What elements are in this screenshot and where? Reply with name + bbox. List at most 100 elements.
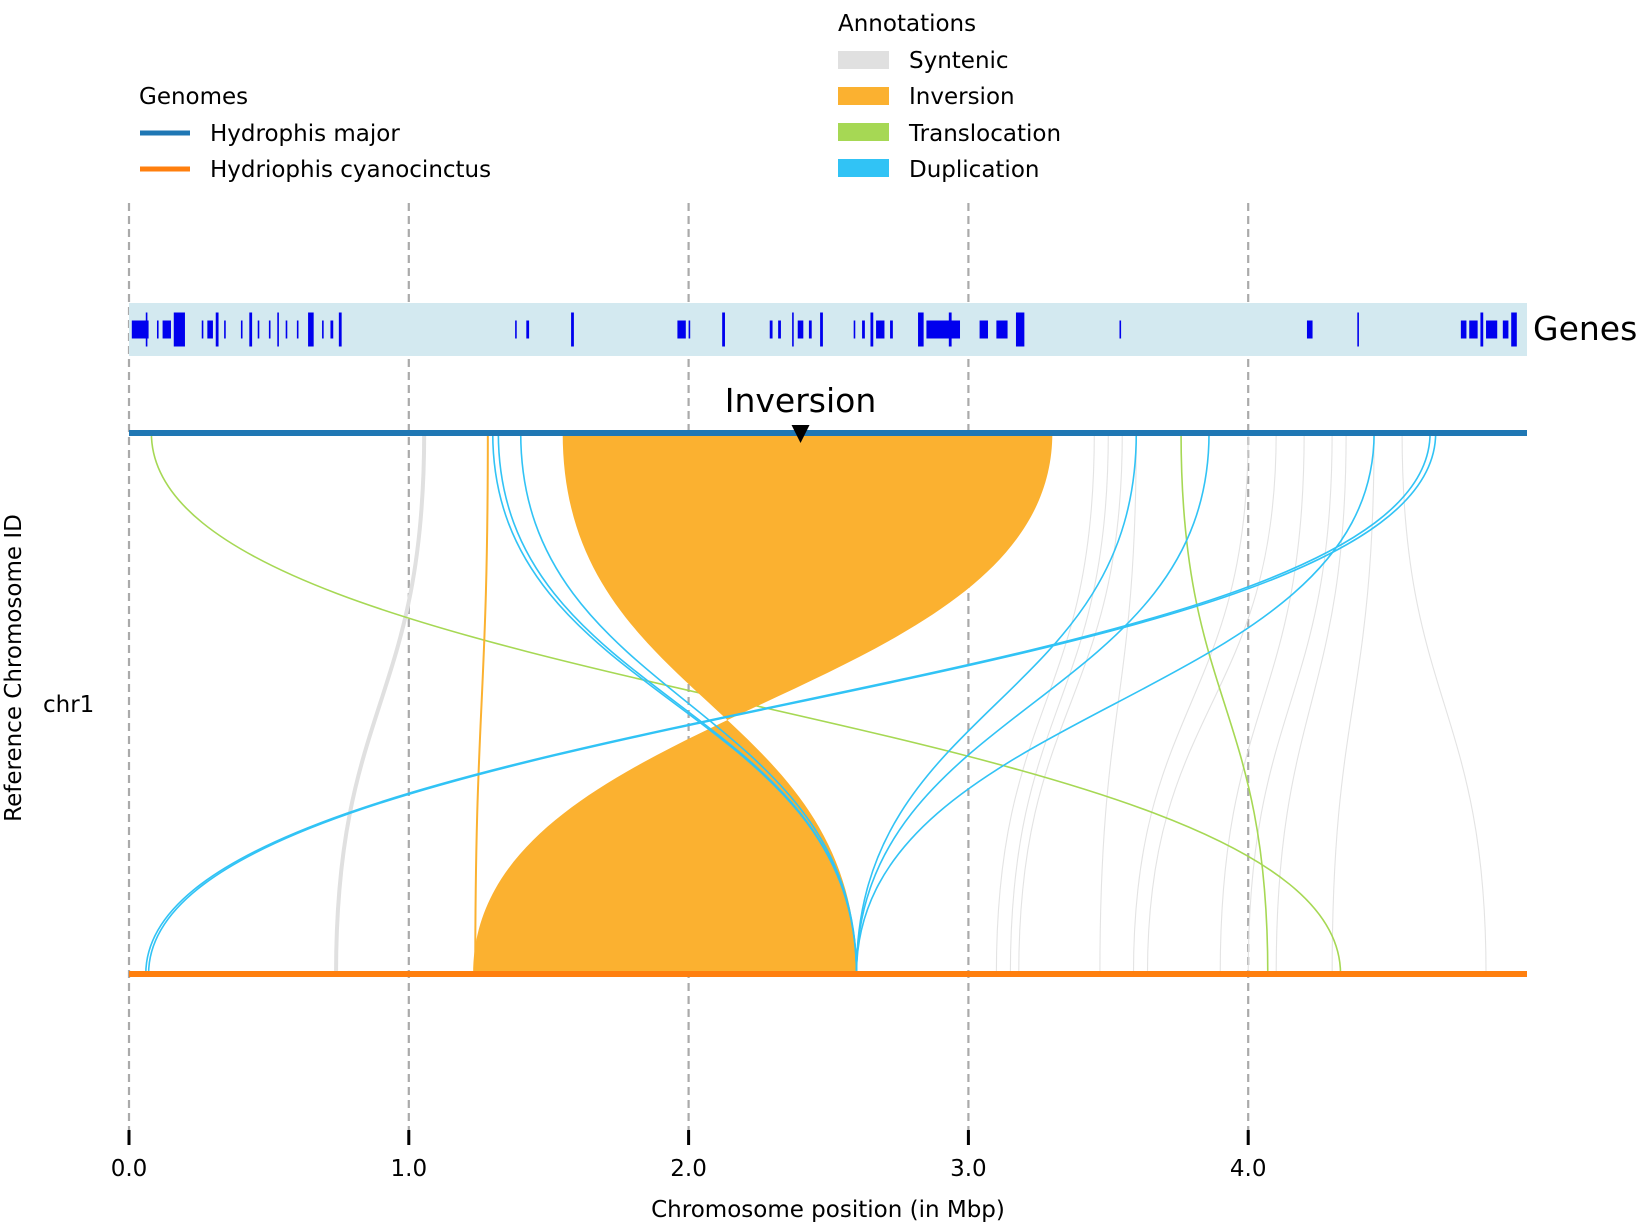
syntenic-link	[1247, 432, 1333, 975]
inversion-ribbon	[473, 433, 1053, 974]
gene-feature	[330, 320, 334, 339]
syntenic-link	[1132, 432, 1249, 975]
syntenic-link	[1331, 432, 1375, 975]
gene-feature	[1480, 312, 1484, 347]
annotations-legend: Annotations Syntenic Inversion Transloca…	[838, 11, 1061, 183]
legend-label-inversion: Inversion	[909, 84, 1015, 110]
gene-feature	[677, 320, 686, 339]
gene-feature	[890, 320, 893, 339]
gene-feature	[1502, 320, 1509, 339]
gene-feature	[162, 320, 171, 339]
syntenic-link	[1146, 432, 1277, 975]
syntenic-link	[334, 432, 427, 975]
gene-feature	[215, 312, 219, 347]
gene-feature	[996, 320, 1008, 339]
syntenic-link	[1275, 432, 1347, 975]
syntenic-link	[1401, 432, 1487, 975]
legend-swatch-syntenic	[838, 51, 889, 69]
syntenic-link	[1099, 432, 1137, 975]
gene-feature	[1119, 320, 1122, 339]
inversion-marker-arrow-icon	[791, 425, 810, 443]
syntenic-link	[1219, 432, 1305, 975]
gene-feature	[156, 320, 159, 339]
duplication-link	[497, 432, 858, 975]
genes-track	[129, 303, 1527, 356]
gene-feature	[201, 320, 204, 339]
gene-feature	[870, 312, 874, 347]
inversion-link	[474, 432, 489, 975]
gene-feature	[820, 312, 823, 347]
gene-feature	[1460, 320, 1467, 339]
duplication-link	[855, 432, 1375, 975]
gene-feature	[257, 320, 260, 339]
legend-swatch-inversion	[838, 87, 889, 105]
gene-feature	[173, 312, 185, 347]
syntenic-link	[1009, 432, 1109, 975]
duplication-link	[855, 432, 1138, 975]
gene-feature	[145, 312, 148, 347]
x-axis-tick-label: 2.0	[670, 1156, 707, 1182]
inversion-marker-label: Inversion	[725, 381, 877, 420]
gene-feature	[862, 320, 865, 339]
gene-feature	[926, 320, 961, 339]
gene-feature	[1511, 312, 1517, 347]
legend-swatch-duplication	[838, 159, 889, 177]
legend-label-translocation: Translocation	[908, 121, 1061, 147]
genomes-legend: Genomes Hydrophis major Hydriophis cyano…	[139, 84, 491, 183]
legend-label-hydriophis-cyanocinctus: Hydriophis cyanocinctus	[210, 157, 491, 183]
gene-feature	[285, 320, 288, 339]
gene-feature	[722, 312, 725, 347]
legend-label-duplication: Duplication	[909, 157, 1039, 183]
gene-feature	[797, 320, 804, 339]
annotations-legend-title: Annotations	[838, 11, 976, 37]
gene-feature	[515, 320, 517, 339]
gene-feature	[322, 320, 324, 339]
gene-feature	[207, 320, 213, 339]
translocation-link	[1180, 432, 1269, 975]
gene-feature	[853, 320, 856, 339]
legend-label-hydrophis-major: Hydrophis major	[210, 121, 400, 147]
duplication-link	[855, 432, 1210, 975]
gene-feature	[876, 320, 885, 339]
x-axis-label: Chromosome position (in Mbp)	[651, 1197, 1005, 1223]
gene-feature	[979, 320, 988, 339]
gene-feature	[688, 320, 691, 339]
gene-feature	[571, 312, 574, 347]
genome-lines	[129, 430, 1527, 977]
chromosome-label-chr1: chr1	[43, 692, 94, 718]
x-axis-tick-label: 3.0	[950, 1156, 987, 1182]
gene-feature	[1306, 320, 1313, 339]
syntenic-link	[995, 432, 1095, 975]
gene-feature	[1469, 320, 1478, 339]
syntenic-link	[1018, 432, 1123, 975]
gene-feature	[338, 312, 342, 347]
gene-feature	[224, 320, 226, 339]
gene-feature	[1486, 320, 1498, 339]
legend-label-syntenic: Syntenic	[909, 48, 1009, 74]
gene-feature	[808, 320, 812, 339]
x-axis-tick-label: 1.0	[391, 1156, 428, 1182]
genomes-legend-title: Genomes	[139, 84, 248, 110]
gene-feature	[792, 312, 794, 347]
gene-feature	[948, 312, 952, 347]
gene-feature	[240, 320, 243, 339]
gene-feature	[131, 320, 149, 339]
gene-feature	[1015, 312, 1025, 347]
genes-track-label: Genes	[1533, 309, 1636, 348]
inversion-marker: Inversion	[725, 381, 877, 443]
gene-feature	[918, 312, 924, 347]
gene-feature	[268, 320, 271, 339]
gene-feature	[249, 312, 253, 347]
synteny-links	[144, 432, 1487, 975]
x-axis-tick-label: 0.0	[111, 1156, 148, 1182]
gene-feature	[308, 312, 314, 347]
gene-feature	[1357, 312, 1359, 347]
gene-feature	[296, 320, 299, 339]
genes-track-band	[129, 303, 1527, 356]
gene-feature	[277, 312, 279, 347]
duplication-link	[147, 432, 1437, 975]
x-axis-tick-label: 4.0	[1230, 1156, 1267, 1182]
duplication-link	[144, 432, 1431, 975]
legend-swatch-translocation	[838, 123, 889, 141]
